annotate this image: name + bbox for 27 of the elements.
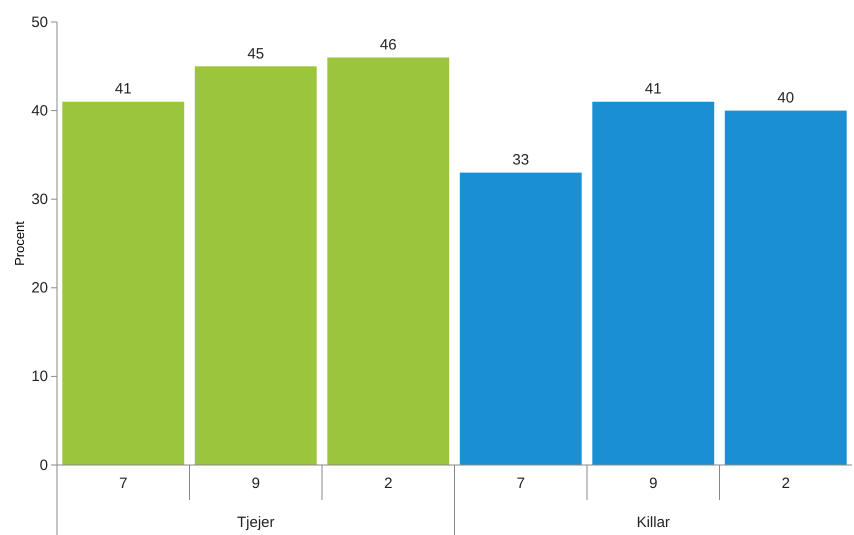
x-tick-label: 2 xyxy=(384,475,392,492)
data-label: 41 xyxy=(644,80,662,98)
x-tick-label: 7 xyxy=(119,475,128,492)
text: Tjejer xyxy=(236,514,275,531)
data-label: 45 xyxy=(247,45,264,62)
data-label: 33 xyxy=(512,152,530,169)
y-tick-label: 20 xyxy=(31,280,48,297)
data-label: 46 xyxy=(380,36,397,54)
y-tick-label: 50 xyxy=(31,14,48,31)
bar xyxy=(724,110,847,465)
bar xyxy=(62,102,184,465)
bar xyxy=(327,57,450,465)
data-label: 40 xyxy=(777,90,794,107)
data-label: 41 xyxy=(114,80,132,98)
x-tick-label: 2 xyxy=(782,475,790,492)
y-axis-title: Procent xyxy=(12,220,27,266)
x-tick-label: 9 xyxy=(649,475,658,492)
x-tick-label: 7 xyxy=(516,475,525,492)
y-tick-label: 0 xyxy=(40,456,48,474)
y-tick-label: 40 xyxy=(31,102,48,120)
y-tick-label: 10 xyxy=(31,368,48,386)
x-tick-label: 9 xyxy=(252,475,260,492)
bar xyxy=(592,102,714,465)
y-tick-label: 30 xyxy=(31,191,48,208)
text: Killar xyxy=(636,514,670,531)
bar xyxy=(460,172,582,465)
bar xyxy=(194,66,317,465)
